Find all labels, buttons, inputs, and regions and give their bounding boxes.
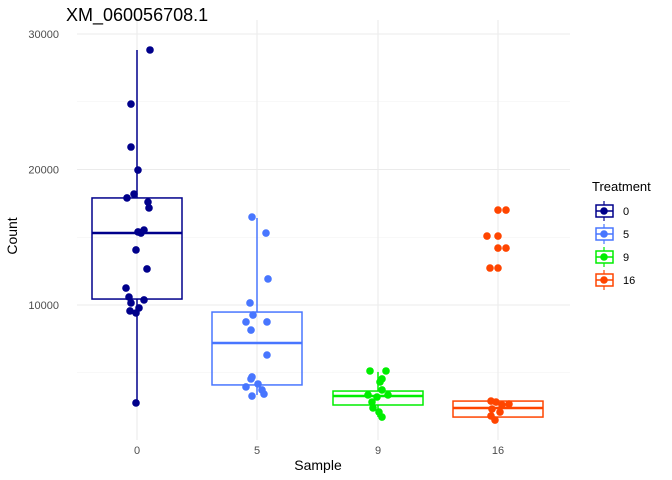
legend-label: 9 bbox=[623, 252, 629, 264]
data-point bbox=[127, 143, 135, 151]
x-ticks: 0 5 9 16 bbox=[134, 445, 504, 457]
data-point bbox=[122, 284, 130, 292]
data-point bbox=[125, 293, 133, 301]
data-point bbox=[494, 244, 502, 252]
data-point bbox=[378, 386, 386, 394]
data-point bbox=[130, 190, 138, 198]
data-point bbox=[488, 405, 496, 413]
data-point bbox=[494, 232, 502, 240]
x-tick-label: 0 bbox=[134, 445, 140, 457]
data-point bbox=[127, 100, 135, 108]
legend-title: Treatment bbox=[592, 179, 651, 194]
x-axis-label: Sample bbox=[294, 457, 342, 473]
data-point bbox=[242, 318, 250, 326]
data-point bbox=[127, 299, 135, 307]
data-point bbox=[366, 367, 374, 375]
data-point bbox=[254, 380, 262, 388]
data-point bbox=[132, 309, 140, 317]
legend-point bbox=[600, 207, 608, 215]
data-point bbox=[364, 391, 372, 399]
data-point bbox=[248, 392, 256, 400]
data-point bbox=[384, 391, 392, 399]
data-point bbox=[502, 206, 510, 214]
data-point bbox=[123, 194, 131, 202]
data-point bbox=[137, 229, 145, 237]
data-point bbox=[369, 404, 377, 412]
data-point bbox=[249, 311, 257, 319]
data-point bbox=[132, 246, 140, 254]
chart-title: XM_060056708.1 bbox=[66, 5, 208, 26]
data-point bbox=[492, 398, 500, 406]
data-point bbox=[146, 46, 154, 54]
legend-item-9: 9 bbox=[595, 247, 629, 267]
data-point bbox=[483, 232, 491, 240]
data-point bbox=[260, 390, 268, 398]
data-point bbox=[248, 213, 256, 221]
legend-point bbox=[600, 276, 608, 284]
boxes bbox=[91, 49, 544, 418]
data-point bbox=[143, 265, 151, 273]
data-point bbox=[494, 264, 502, 272]
grid bbox=[77, 20, 570, 440]
y-axis-label: Count bbox=[4, 217, 20, 254]
data-point bbox=[264, 275, 272, 283]
data-point bbox=[491, 416, 499, 424]
legend-item-5: 5 bbox=[595, 224, 629, 244]
data-point bbox=[132, 399, 140, 407]
legend-item-16: 16 bbox=[595, 270, 635, 290]
y-tick-label: 20000 bbox=[28, 165, 59, 177]
data-point bbox=[505, 400, 513, 408]
y-tick-label: 10000 bbox=[28, 300, 59, 312]
data-point bbox=[246, 299, 254, 307]
data-point bbox=[494, 206, 502, 214]
data-point bbox=[498, 401, 506, 409]
x-tick-label: 9 bbox=[375, 445, 381, 457]
data-point bbox=[378, 413, 386, 421]
box-9 bbox=[332, 390, 424, 406]
data-point bbox=[144, 198, 152, 206]
data-point bbox=[382, 367, 390, 375]
data-point bbox=[496, 408, 504, 416]
data-point bbox=[134, 166, 142, 174]
data-point bbox=[140, 296, 148, 304]
data-point bbox=[262, 229, 270, 237]
data-point bbox=[263, 351, 271, 359]
points bbox=[122, 46, 513, 424]
data-point bbox=[145, 204, 153, 212]
data-point bbox=[376, 378, 384, 386]
data-point bbox=[247, 375, 255, 383]
data-point bbox=[263, 318, 271, 326]
data-point bbox=[247, 326, 255, 334]
data-point bbox=[502, 244, 510, 252]
data-point bbox=[368, 398, 376, 406]
data-point bbox=[126, 307, 134, 315]
data-point bbox=[373, 393, 381, 401]
legend: 0 5 9 16 bbox=[595, 201, 635, 290]
x-tick-label: 16 bbox=[492, 445, 504, 457]
legend-label: 5 bbox=[623, 229, 629, 241]
data-point bbox=[486, 264, 494, 272]
x-tick-label: 5 bbox=[254, 445, 260, 457]
legend-label: 16 bbox=[623, 275, 635, 287]
y-ticks: 10000 20000 30000 bbox=[28, 29, 59, 312]
legend-label: 0 bbox=[623, 206, 629, 218]
legend-point bbox=[600, 230, 608, 238]
legend-item-0: 0 bbox=[595, 201, 629, 221]
y-tick-label: 30000 bbox=[28, 29, 59, 41]
data-point bbox=[242, 383, 250, 391]
legend-point bbox=[600, 253, 608, 261]
box-0 bbox=[91, 197, 183, 300]
